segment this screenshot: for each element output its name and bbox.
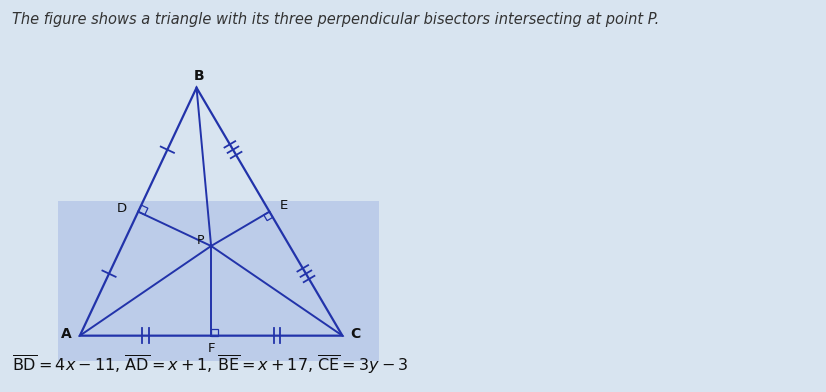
Text: $\overline{\mathrm{BD}}$$= 4x-11$, $\overline{\mathrm{AD}}$$ = x+1$, $\overline{: $\overline{\mathrm{BD}}$$= 4x-11$, $\ove… bbox=[12, 353, 409, 376]
FancyBboxPatch shape bbox=[58, 201, 379, 361]
Text: F: F bbox=[207, 342, 215, 355]
Text: The figure shows a triangle with its three perpendicular bisectors intersecting : The figure shows a triangle with its thr… bbox=[12, 12, 660, 27]
Text: D: D bbox=[117, 201, 127, 214]
Text: C: C bbox=[350, 327, 361, 341]
Text: A: A bbox=[61, 327, 72, 341]
Text: P: P bbox=[197, 234, 204, 247]
Text: E: E bbox=[280, 200, 288, 212]
Text: B: B bbox=[193, 69, 204, 83]
